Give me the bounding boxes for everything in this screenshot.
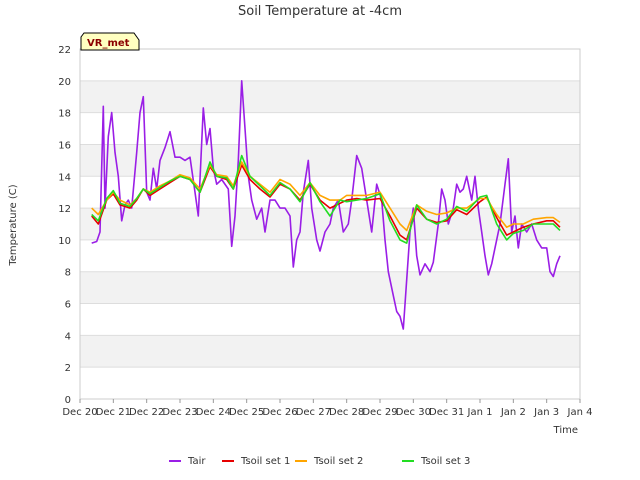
- y-tick-label: 10: [58, 236, 71, 247]
- series-line-tair: [91, 80, 561, 330]
- y-tick-label: 2: [65, 363, 71, 374]
- y-axis-label: Temperature (C): [8, 184, 19, 266]
- x-tick-label: Dec 25: [229, 407, 264, 418]
- y-tick-label: 18: [58, 109, 71, 120]
- x-tick-label: Dec 24: [196, 407, 231, 418]
- chart-title: Soil Temperature at -4cm: [238, 4, 402, 19]
- y-tick-label: 12: [58, 204, 71, 215]
- plot-band: [80, 271, 580, 304]
- legend-label: Tsoil set 3: [420, 456, 470, 467]
- legend-item: Tsoil set 1: [222, 456, 290, 467]
- y-tick-label: 4: [65, 331, 71, 342]
- legend-item: Tsoil set 3: [402, 456, 470, 467]
- x-tick-label: Dec 26: [262, 407, 297, 418]
- y-tick-label: 14: [58, 172, 71, 183]
- x-tick-label: Dec 29: [362, 407, 397, 418]
- x-tick-label: Dec 22: [129, 407, 164, 418]
- y-axis-ticks: 0 2 4 6 8 10 12 14 16 18 20 22: [58, 45, 71, 406]
- y-tick-label: 20: [58, 77, 71, 88]
- legend-label: Tsoil set 1: [240, 456, 290, 467]
- x-tick-label: Dec 20: [62, 407, 97, 418]
- legend-item: Tair: [169, 456, 206, 467]
- badge-label: VR_met: [87, 38, 130, 49]
- x-tick-label: Jan 4: [567, 407, 593, 418]
- y-tick-label: 0: [65, 395, 71, 406]
- y-tick-label: 6: [65, 300, 71, 311]
- legend-label: Tsoil set 2: [313, 456, 363, 467]
- x-tick-label: Dec 23: [162, 407, 197, 418]
- x-tick-label: Jan 2: [500, 407, 526, 418]
- plot-band: [80, 144, 580, 177]
- legend: Tair Tsoil set 1 Tsoil set 2 Tsoil set 3: [169, 456, 470, 467]
- series-line-tsoil-set-3: [91, 154, 561, 244]
- x-tick-label: Dec 30: [396, 407, 431, 418]
- x-axis-label: Time: [553, 425, 578, 436]
- legend-item: Tsoil set 2: [295, 456, 363, 467]
- x-tick-label: Dec 27: [296, 407, 331, 418]
- x-tick-label: Dec 21: [96, 407, 131, 418]
- x-tick-label: Dec 31: [429, 407, 464, 418]
- badge-shape: [80, 32, 140, 51]
- plot-band: [80, 335, 580, 368]
- series-line-tsoil-set-2: [91, 161, 561, 232]
- x-tick-label: Dec 28: [329, 407, 364, 418]
- plot-band: [80, 80, 580, 113]
- legend-label: Tair: [187, 456, 206, 467]
- y-tick-label: 8: [65, 268, 71, 279]
- y-tick-label: 22: [58, 45, 71, 56]
- series-lines: [91, 80, 561, 330]
- y-tick-label: 16: [58, 140, 71, 151]
- plot-frame: [79, 48, 581, 400]
- x-tick-label: Jan 3: [533, 407, 559, 418]
- vr-met-badge: VR_met: [80, 32, 140, 51]
- x-tick-label: Jan 1: [467, 407, 493, 418]
